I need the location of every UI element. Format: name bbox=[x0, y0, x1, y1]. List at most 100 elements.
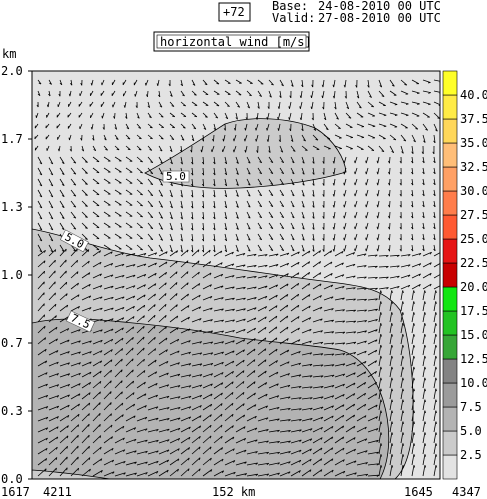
wind-vector-head bbox=[121, 327, 124, 331]
wind-vector-head bbox=[187, 468, 190, 472]
wind-vector bbox=[224, 402, 234, 411]
wind-vector-head bbox=[331, 447, 334, 451]
wind-vector bbox=[180, 233, 183, 242]
wind-vector-head bbox=[424, 443, 427, 446]
wind-vector bbox=[367, 416, 378, 422]
wind-vector-head bbox=[65, 248, 67, 252]
wind-vector bbox=[202, 393, 213, 400]
wind-vector-head bbox=[403, 139, 407, 142]
wind-vector-head bbox=[221, 382, 224, 386]
wind-vector bbox=[224, 329, 235, 334]
wind-vector bbox=[180, 436, 191, 444]
wind-vector bbox=[356, 403, 366, 411]
wind-vector-head bbox=[290, 139, 294, 142]
wind-vector-head bbox=[353, 382, 356, 386]
wind-vector bbox=[169, 145, 173, 152]
wind-vector-head bbox=[232, 371, 234, 374]
wind-vector bbox=[422, 222, 425, 230]
wind-vector-head bbox=[375, 254, 378, 257]
wind-vector bbox=[92, 285, 103, 290]
wind-vector bbox=[81, 260, 90, 268]
wind-vector-head bbox=[221, 285, 224, 289]
wind-vector bbox=[334, 262, 344, 268]
wind-vector-head bbox=[143, 370, 146, 373]
wind-vector-head bbox=[435, 312, 437, 315]
wind-vector bbox=[334, 404, 345, 411]
wind-vector-head bbox=[43, 292, 45, 296]
wind-vector bbox=[235, 414, 245, 422]
wind-vector bbox=[180, 79, 183, 86]
wind-vector-head bbox=[341, 274, 345, 277]
wind-vector-head bbox=[132, 380, 135, 384]
wind-vector-head bbox=[435, 366, 437, 370]
wind-vector-head bbox=[342, 286, 345, 289]
wind-vector bbox=[365, 189, 369, 197]
wind-vector-head bbox=[155, 406, 159, 409]
wind-vector-head bbox=[375, 329, 378, 332]
wind-vector-head bbox=[110, 263, 114, 266]
wind-vector bbox=[422, 410, 426, 422]
wind-vector bbox=[103, 318, 114, 323]
wind-vector-head bbox=[399, 204, 402, 208]
wind-vector-head bbox=[247, 238, 251, 241]
wind-vector-head bbox=[299, 95, 302, 99]
wind-vector-head bbox=[380, 421, 383, 425]
wind-vector-head bbox=[286, 273, 289, 276]
wind-vector-head bbox=[198, 457, 201, 461]
wind-vector bbox=[180, 328, 191, 334]
wind-vector bbox=[147, 233, 154, 240]
wind-vector bbox=[169, 315, 179, 323]
wind-vector bbox=[400, 274, 411, 279]
wind-vector bbox=[290, 408, 302, 411]
wind-vector-head bbox=[122, 437, 125, 441]
wind-vector bbox=[257, 382, 267, 389]
wind-vector-head bbox=[165, 272, 167, 275]
wind-vector bbox=[378, 112, 387, 116]
wind-vector bbox=[312, 386, 324, 389]
wind-vector bbox=[125, 380, 134, 389]
wind-vector bbox=[268, 451, 280, 455]
wind-vector-head bbox=[369, 95, 372, 98]
wind-vector-head bbox=[67, 373, 70, 376]
wind-vector bbox=[312, 295, 322, 301]
wind-vector-head bbox=[243, 349, 245, 353]
wind-vector-head bbox=[322, 106, 325, 110]
wind-vector bbox=[136, 294, 146, 301]
wind-vector bbox=[289, 112, 292, 120]
wind-vector bbox=[103, 251, 113, 257]
wind-vector bbox=[92, 470, 103, 477]
wind-vector-head bbox=[375, 404, 378, 408]
wind-vector-head bbox=[311, 84, 314, 88]
wind-vector bbox=[400, 344, 404, 356]
wind-vector-head bbox=[364, 392, 366, 396]
wind-vector-head bbox=[160, 138, 164, 140]
wind-vector bbox=[147, 167, 154, 174]
wind-vector bbox=[378, 344, 382, 356]
wind-vector bbox=[48, 79, 52, 85]
wind-vector-head bbox=[210, 363, 214, 366]
wind-vector-head bbox=[411, 226, 414, 230]
wind-vector bbox=[279, 178, 285, 185]
wind-vector-head bbox=[66, 456, 68, 460]
wind-vector-head bbox=[198, 283, 201, 286]
wind-vector-head bbox=[170, 227, 173, 231]
wind-vector bbox=[365, 244, 369, 252]
wind-vector bbox=[69, 90, 72, 97]
wind-vector bbox=[301, 328, 312, 334]
wind-vector bbox=[354, 233, 358, 241]
wind-vector bbox=[356, 361, 367, 367]
wind-vector bbox=[268, 472, 280, 477]
wind-vector-head bbox=[50, 250, 54, 253]
wind-vector-head bbox=[213, 161, 216, 165]
wind-vector-head bbox=[100, 307, 103, 311]
wind-vector-head bbox=[191, 194, 194, 198]
wind-vector bbox=[37, 468, 47, 477]
wind-vector-head bbox=[56, 405, 60, 409]
wind-vector-head bbox=[413, 140, 416, 143]
wind-vector bbox=[103, 338, 113, 345]
wind-vector-head bbox=[201, 216, 205, 220]
wind-vector bbox=[411, 323, 415, 334]
wind-vector-head bbox=[150, 249, 153, 252]
wind-vector bbox=[213, 123, 217, 131]
